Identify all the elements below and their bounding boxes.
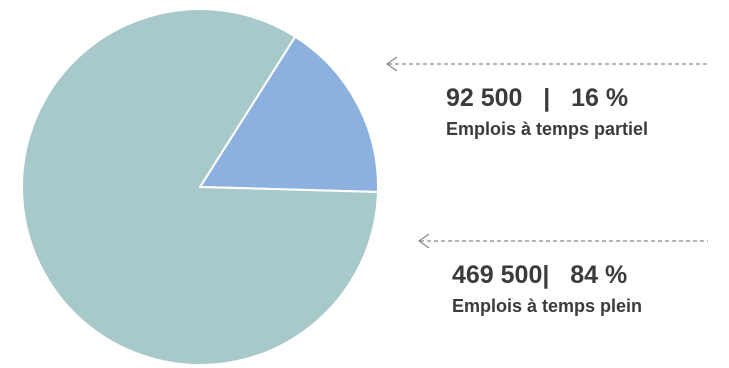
full-time-category-label: Emplois à temps plein (452, 296, 642, 316)
callout-part-time: 92 500 | 16 % Emplois à temps partiel (385, 56, 708, 139)
full-time-value-label: 469 500| 84 % (452, 261, 627, 289)
part-time-category-label: Emplois à temps partiel (446, 119, 648, 139)
part-time-value-label: 92 500 | 16 % (446, 84, 628, 112)
pie-slice-part-time (199, 35, 379, 193)
pie-slices (21, 8, 379, 366)
callout-full-time: 469 500| 84 % Emplois à temps plein (417, 233, 708, 316)
pie-slice-full-time (21, 8, 379, 366)
callout-arrowhead-full-time (417, 233, 430, 249)
callout-arrowhead-part-time (385, 56, 398, 72)
